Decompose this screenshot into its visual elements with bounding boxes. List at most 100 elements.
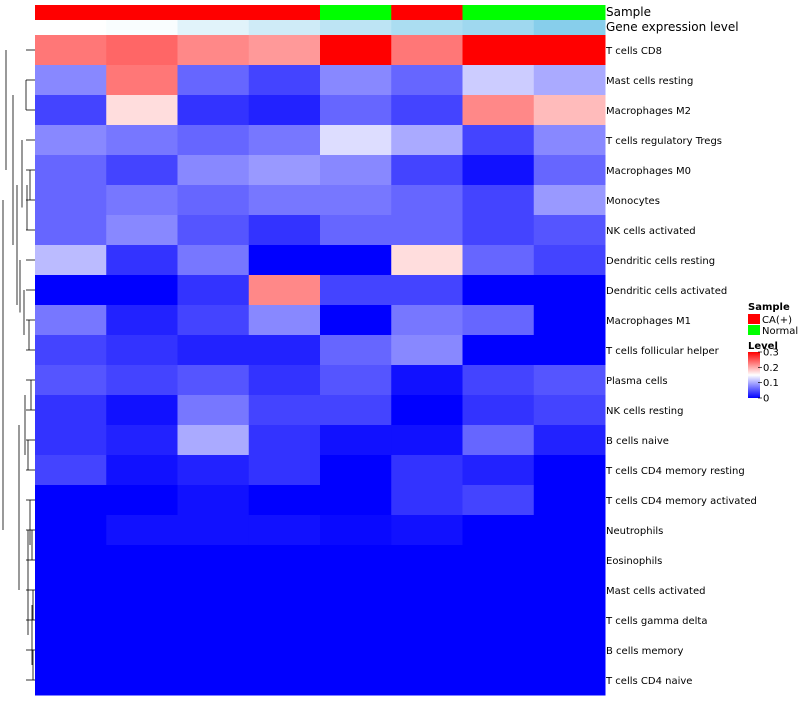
heatmap-cell <box>391 515 463 546</box>
heatmap-cell <box>248 185 321 216</box>
heatmap-cell <box>320 545 392 576</box>
heatmap-cell <box>35 635 107 666</box>
heatmap-cell <box>391 155 463 186</box>
heatmap-cell <box>35 305 107 336</box>
heatmap-cell <box>533 155 606 186</box>
heatmap-cell <box>35 155 107 186</box>
heatmap-cell <box>177 245 250 276</box>
heatmap-cell <box>177 335 250 366</box>
heatmap-cell <box>35 395 107 426</box>
heatmap-cell <box>106 185 178 216</box>
row-label: B cells memory <box>606 646 683 657</box>
heatmap-cell <box>106 485 178 516</box>
sample-annotation-cell <box>320 5 392 20</box>
heatmap-cell <box>320 575 392 606</box>
heatmap-cell <box>35 95 107 126</box>
heatmap-cell <box>35 665 107 696</box>
heatmap-cell <box>462 305 535 336</box>
heatmap-cell <box>35 215 107 246</box>
heatmap-cell <box>248 335 321 366</box>
heatmap-cell <box>248 515 321 546</box>
row-label: T cells CD4 memory activated <box>605 496 757 507</box>
heatmap-cell <box>533 95 606 126</box>
level-ticks: 0.3 0.2 0.1 0 <box>758 348 779 405</box>
heatmap-cell <box>533 665 606 696</box>
sample-annotation-cell <box>462 5 535 20</box>
sample-annotation-cell <box>177 5 250 20</box>
gene-expression-cell <box>391 20 463 35</box>
heatmap-cell <box>533 125 606 156</box>
heatmap-cell <box>248 395 321 426</box>
heatmap-cell <box>106 545 178 576</box>
heatmap-cell <box>320 515 392 546</box>
heatmap-cell <box>35 365 107 396</box>
heatmap-cell <box>35 185 107 216</box>
heatmap-cell <box>533 515 606 546</box>
heatmap-cell <box>320 425 392 456</box>
heatmap-cell <box>177 665 250 696</box>
row-label: T cells follicular helper <box>605 346 720 357</box>
heatmap-cell <box>248 125 321 156</box>
heatmap-cell <box>248 455 321 486</box>
sample-legend-swatch-normal <box>748 325 760 335</box>
heatmap-cell <box>391 35 463 66</box>
heatmap-cell <box>462 245 535 276</box>
heatmap-cell <box>391 485 463 516</box>
heatmap-cell <box>462 485 535 516</box>
heatmap-cell <box>35 65 107 96</box>
heatmap-cell <box>177 155 250 186</box>
heatmap-cell <box>462 395 535 426</box>
heatmap-cell <box>35 35 107 66</box>
heatmap-cell <box>177 185 250 216</box>
heatmap-cell <box>248 155 321 186</box>
heatmap-cell <box>462 95 535 126</box>
sample-annotation-cell <box>248 5 321 20</box>
level-tick-label: 0 <box>763 394 769 405</box>
heatmap-cell <box>177 455 250 486</box>
sample-track-label: Sample <box>606 5 651 19</box>
heatmap-cell <box>533 605 606 636</box>
row-label: T cells regulatory Tregs <box>605 136 722 147</box>
sample-legend-swatch-ca <box>748 314 760 324</box>
heatmap-cell <box>248 275 321 306</box>
heatmap-cell <box>462 155 535 186</box>
heatmap-cell <box>391 215 463 246</box>
level-tick-label: 0.2 <box>763 363 779 374</box>
heatmap-cell <box>320 305 392 336</box>
heatmap-cell <box>320 605 392 636</box>
row-label: Dendritic cells activated <box>606 286 727 297</box>
row-label: Monocytes <box>606 196 660 207</box>
gene-expression-cell <box>462 20 535 35</box>
heatmap-cell <box>106 575 178 606</box>
heatmap-cell <box>248 305 321 336</box>
heatmap-cell <box>462 545 535 576</box>
gene-expression-cell <box>248 20 321 35</box>
heatmap-cell <box>533 35 606 66</box>
heatmap-cell <box>35 485 107 516</box>
heatmap-cell <box>248 425 321 456</box>
heatmap-cell <box>320 665 392 696</box>
heatmap-cell <box>320 155 392 186</box>
heatmap-cell <box>248 365 321 396</box>
heatmap-cell <box>320 455 392 486</box>
heatmap-cell <box>533 335 606 366</box>
heatmap-cell <box>106 275 178 306</box>
row-label: B cells naive <box>606 436 669 447</box>
heatmap-cell <box>320 65 392 96</box>
heatmap-cell <box>248 665 321 696</box>
heatmap-cell <box>391 575 463 606</box>
row-labels: T cells CD8 Mast cells resting Macrophages… <box>605 46 757 687</box>
row-label: Macrophages M1 <box>606 316 691 327</box>
heatmap-cell <box>248 485 321 516</box>
heatmap-cell <box>462 515 535 546</box>
heatmap-cell <box>462 605 535 636</box>
row-label: T cells CD4 memory resting <box>605 466 745 477</box>
heatmap-cell <box>533 455 606 486</box>
heatmap-cell <box>106 635 178 666</box>
heatmap-cell <box>320 365 392 396</box>
heatmap-cell <box>462 365 535 396</box>
heatmap-cell <box>391 125 463 156</box>
heatmap-cell <box>533 575 606 606</box>
